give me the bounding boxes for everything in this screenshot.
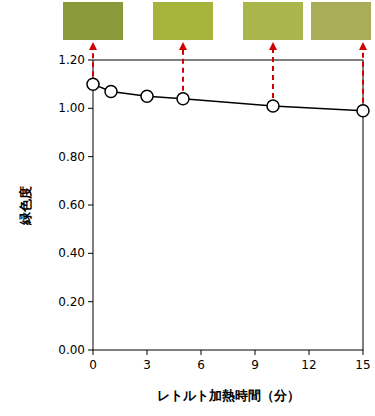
y-axis-title: 緑色度: [18, 186, 33, 226]
data-point: [87, 78, 99, 90]
y-tick-label: 0.20: [58, 295, 85, 309]
x-tick: [255, 350, 256, 355]
data-point: [105, 85, 117, 97]
x-tick-label: 15: [355, 358, 370, 372]
data-point: [357, 105, 369, 117]
swatch-arrow: [182, 46, 184, 91]
x-tick: [147, 350, 148, 355]
color-swatch: [63, 2, 123, 40]
data-point: [141, 90, 153, 102]
x-tick-label: 3: [143, 358, 151, 372]
swatch-arrow: [92, 46, 94, 76]
y-tick: [88, 253, 93, 254]
x-axis-title: レトルト加熱時間（分）: [157, 388, 300, 403]
y-tick: [88, 350, 93, 351]
color-swatch: [311, 2, 371, 40]
x-tick-label: 12: [301, 358, 316, 372]
x-tick-label: 0: [89, 358, 97, 372]
swatch-arrow: [362, 46, 364, 103]
y-tick: [88, 156, 93, 157]
y-tick: [88, 301, 93, 302]
plot-data: [87, 78, 369, 117]
x-tick-label: 9: [251, 358, 259, 372]
color-swatch: [153, 2, 213, 40]
y-tick-label: 1.00: [58, 101, 85, 115]
y-tick: [88, 60, 93, 61]
y-tick-label: 1.20: [58, 53, 85, 67]
x-tick: [309, 350, 310, 355]
x-tick: [201, 350, 202, 355]
y-tick: [88, 205, 93, 206]
y-tick-label: 0.40: [58, 246, 85, 260]
data-line: [93, 84, 363, 111]
data-point: [267, 100, 279, 112]
data-point: [177, 93, 189, 105]
x-tick: [93, 350, 94, 355]
plot-frame: [93, 60, 363, 350]
y-tick-label: 0.80: [58, 150, 85, 164]
x-tick-label: 6: [197, 358, 205, 372]
y-tick-label: 0.60: [58, 198, 85, 212]
y-tick: [88, 108, 93, 109]
color-swatch: [243, 2, 303, 40]
x-tick: [363, 350, 364, 355]
y-tick-label: 0.00: [58, 343, 85, 357]
swatch-arrow: [272, 46, 274, 98]
